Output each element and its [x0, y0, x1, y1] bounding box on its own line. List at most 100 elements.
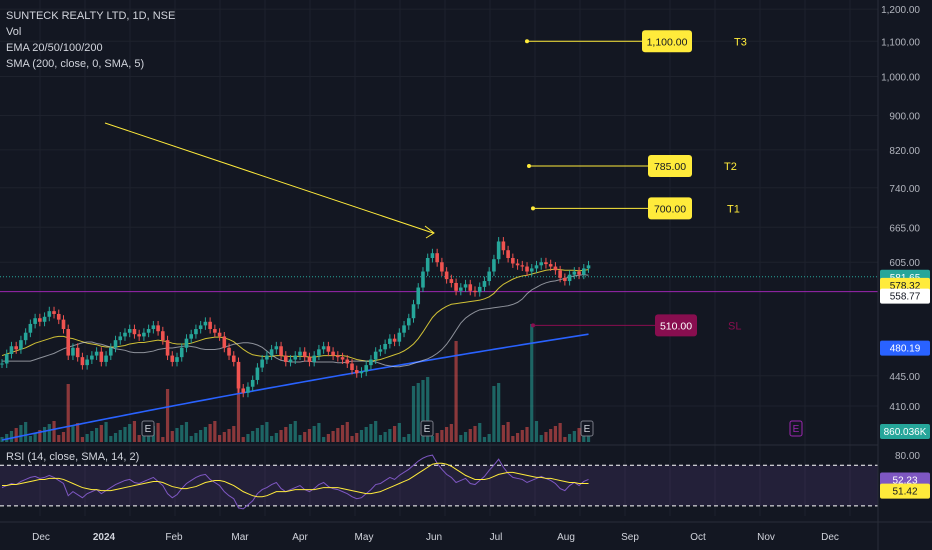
- time-tick-label: Apr: [292, 532, 308, 543]
- volume-bar: [71, 426, 75, 442]
- candle-body: [194, 329, 198, 335]
- price-tick-label: 665.00: [889, 223, 920, 234]
- volume-bar: [549, 429, 553, 442]
- volume-bar: [407, 434, 411, 442]
- volume-bar: [128, 424, 132, 442]
- volume-bar: [175, 428, 179, 442]
- volume-bar: [199, 430, 203, 442]
- price-tick-label: 445.00: [889, 372, 920, 383]
- candle-body: [142, 332, 146, 337]
- candle-body: [132, 329, 137, 335]
- volume-bar: [454, 341, 458, 442]
- candle-body: [430, 253, 435, 258]
- candle-body: [378, 349, 383, 352]
- candle-body: [42, 316, 47, 322]
- sma-price-tag-label: 480.19: [890, 344, 921, 355]
- sma-indicator-label[interactable]: SMA (200, close, 0, SMA, 5): [6, 58, 145, 70]
- candle-body: [14, 346, 18, 350]
- volume-bar: [109, 436, 113, 442]
- candle-body: [279, 346, 283, 356]
- volume-bar: [482, 437, 487, 442]
- candle-body: [236, 361, 241, 389]
- candle-body: [463, 284, 468, 288]
- candle-body: [340, 357, 345, 360]
- candle-body: [397, 332, 402, 342]
- volume-bar: [156, 423, 160, 442]
- volume-bar: [251, 431, 255, 442]
- candle-body: [459, 287, 463, 291]
- ema-price-tag-label: 578.32: [890, 281, 921, 292]
- volume-bar: [350, 436, 354, 442]
- volume-bar: [279, 430, 283, 442]
- volume-bar: [340, 425, 345, 442]
- volume-tag-label: 860.036K: [884, 427, 927, 438]
- price-tick-label: 605.00: [889, 258, 920, 269]
- volume-bar: [213, 421, 217, 442]
- candle-body: [298, 351, 302, 356]
- candle-body: [373, 351, 378, 360]
- candle-body: [534, 265, 539, 269]
- candle-body: [90, 355, 94, 360]
- candle-body: [198, 325, 203, 330]
- candle-body: [75, 347, 80, 358]
- time-tick-label: Feb: [165, 532, 183, 543]
- volume-bar: [359, 430, 364, 442]
- time-tick-label: Dec: [32, 532, 50, 543]
- price-tick-label: 1,100.00: [881, 37, 920, 48]
- volume-bar: [137, 435, 141, 442]
- volume-bar: [558, 423, 562, 442]
- candle-body: [184, 338, 189, 348]
- volume-bar: [288, 424, 293, 442]
- earnings-marker-future-label: E: [793, 424, 800, 435]
- candle-body: [581, 268, 586, 275]
- volume-bar: [95, 428, 99, 442]
- volume-bar: [66, 384, 70, 442]
- volume-bar: [57, 435, 61, 442]
- candle-body: [525, 266, 529, 272]
- symbol-title[interactable]: SUNTECK REALTY LTD, 1D, NSE: [6, 10, 176, 22]
- candle-body: [312, 355, 316, 362]
- candle-body: [392, 338, 397, 342]
- volume-bar: [113, 433, 118, 442]
- candle-body: [123, 332, 127, 337]
- ema-indicator-label[interactable]: EMA 20/50/100/200: [6, 42, 103, 54]
- candle-body: [71, 347, 75, 356]
- volume-bar: [265, 422, 269, 442]
- candle-body: [94, 351, 99, 356]
- volume-bar: [331, 431, 335, 442]
- volume-bar: [430, 436, 435, 442]
- volume-bar: [142, 432, 146, 442]
- candle-body: [520, 265, 525, 267]
- volume-bar: [104, 422, 108, 442]
- price-tick-label: 740.00: [889, 184, 920, 195]
- volume-bar: [322, 437, 326, 442]
- earnings-marker: [420, 420, 434, 437]
- earnings-marker-future: [789, 420, 803, 437]
- volume-bar: [76, 423, 80, 442]
- time-tick-label: Oct: [690, 532, 706, 543]
- volume-bar: [14, 428, 18, 442]
- volume-bar: [307, 429, 312, 442]
- candle-body: [354, 370, 359, 374]
- volume-bar: [260, 425, 264, 442]
- volume-bar: [345, 422, 349, 442]
- volume-bar: [478, 423, 482, 442]
- candle-body: [118, 336, 123, 341]
- volume-bar: [255, 428, 260, 442]
- rsi-line: [1, 454, 589, 510]
- level-anchor-t1: [531, 206, 535, 211]
- volume-bar: [445, 427, 449, 442]
- candle-body: [23, 332, 28, 341]
- candle-body: [246, 386, 250, 393]
- candle-body: [208, 321, 212, 330]
- volume-bar: [492, 386, 496, 442]
- time-tick-label: Jun: [426, 532, 442, 543]
- volume-bar: [9, 431, 14, 442]
- candle-body: [529, 268, 534, 272]
- volume-bar: [534, 421, 539, 442]
- rsi-legend[interactable]: RSI (14, close, SMA, 14, 2): [6, 451, 140, 463]
- vol-indicator-label[interactable]: Vol: [6, 26, 22, 38]
- volume-bar: [241, 437, 245, 442]
- volume-bar: [33, 433, 37, 442]
